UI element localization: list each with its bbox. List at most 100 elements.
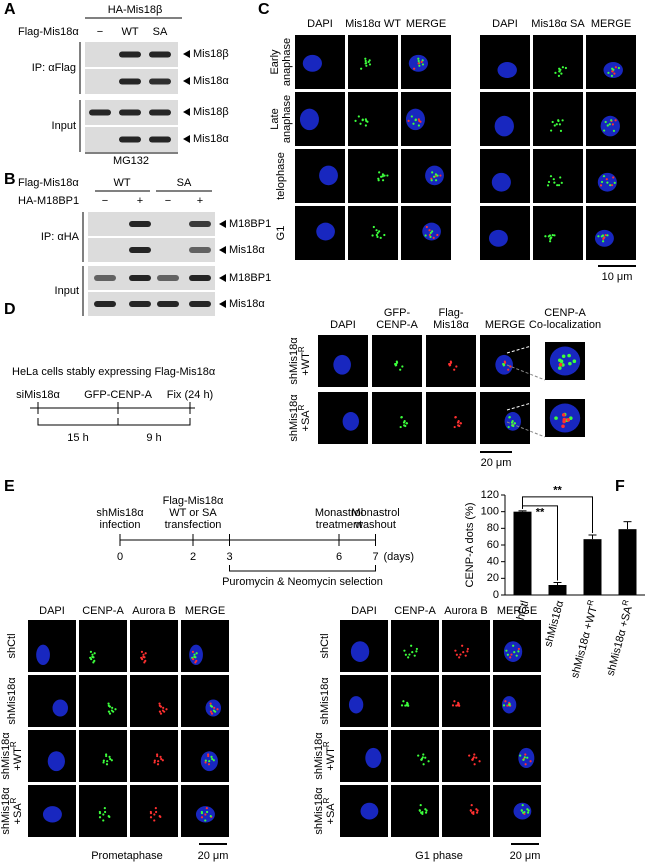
signal-dot (559, 129, 563, 132)
signal-dot (561, 354, 566, 359)
band (157, 301, 179, 307)
signal-dot (424, 756, 427, 759)
signal-dot (612, 68, 615, 71)
row-label-line: Late (269, 108, 281, 129)
signal-dot (509, 656, 512, 659)
signal-dot (504, 700, 507, 703)
signal-dot (191, 650, 195, 653)
signal-dot (550, 129, 553, 132)
signal-dot (204, 819, 207, 822)
signal-dot (421, 810, 424, 814)
signal-dot (503, 361, 507, 364)
row-label: HA-M18BP1 (18, 195, 79, 207)
nucleus (425, 165, 444, 186)
signal-dot (162, 706, 165, 709)
panel-label: B (4, 171, 16, 188)
micrograph (480, 392, 530, 444)
lane-label: + (197, 195, 203, 207)
signal-dot (144, 652, 147, 655)
lane-label: − (102, 195, 108, 207)
signal-dot (381, 173, 385, 176)
nucleus (491, 172, 511, 192)
band (129, 301, 151, 307)
signal-dot (553, 124, 556, 127)
signal-dot (604, 120, 607, 124)
signal-dot (609, 184, 612, 187)
micrograph (442, 620, 490, 672)
signal-dot (432, 236, 435, 239)
row-label: shMis18α (313, 787, 325, 835)
timeline-event: Fix (24 h) (167, 389, 213, 401)
row-label: shCtl (319, 633, 331, 658)
signal-dot (510, 421, 514, 424)
signal-dot (434, 173, 438, 176)
signal-dot (200, 812, 204, 815)
signal-dot (163, 710, 166, 713)
signal-dot (502, 364, 505, 367)
signal-dot (517, 650, 520, 653)
signal-dot (524, 753, 527, 756)
signal-dot (430, 179, 433, 182)
signal-dot (383, 174, 386, 177)
signal-dot (611, 123, 614, 126)
signal-dot (209, 710, 213, 713)
superscript: R (322, 797, 331, 803)
signal-dot (364, 59, 367, 63)
column-header: DAPI (330, 319, 356, 331)
nucleus (52, 699, 69, 717)
signal-dot (552, 178, 555, 181)
panel-label: D (4, 301, 16, 318)
signal-dot (508, 416, 511, 419)
signal-dot (205, 807, 208, 810)
timeline-event: siMis18α (16, 389, 60, 401)
signal-dot (425, 225, 428, 229)
column-header: Aurora B (444, 605, 487, 617)
signal-dot (105, 753, 108, 756)
superscript: R (620, 598, 630, 606)
band (189, 275, 211, 281)
row-label: Early (269, 49, 281, 75)
row-label: shMis18α (288, 337, 300, 385)
column-header: DAPI (307, 18, 333, 30)
x-tick-label: shMis18α +SAR (602, 598, 636, 677)
significance-label: ** (553, 485, 562, 497)
column-header: DAPI (351, 605, 377, 617)
row-label-line: shMis18α (313, 787, 325, 835)
micrograph (130, 620, 178, 672)
interval-label: 9 h (146, 432, 161, 444)
signal-dot (559, 176, 562, 179)
signal-dot (526, 811, 530, 814)
nucleus (488, 229, 508, 247)
row-label: shMis18α (0, 787, 12, 835)
signal-dot (112, 710, 115, 713)
signal-dot (381, 179, 385, 182)
row-label: anaphase (281, 95, 293, 143)
signal-dot (453, 425, 456, 429)
signal-dot (110, 759, 113, 762)
column-header: MERGE (485, 319, 525, 331)
nucleus (302, 54, 322, 72)
lane-label: WT (121, 26, 138, 38)
column-header: CENP-A (394, 605, 436, 617)
row-label-line: shMis18α (0, 787, 12, 835)
signal-dot (383, 233, 386, 237)
signal-dot (507, 368, 510, 371)
signal-dot (107, 710, 111, 713)
signal-dot (612, 176, 615, 179)
band (189, 221, 211, 227)
row-label-line: +WT (12, 747, 24, 771)
y-tick-label: 120 (481, 489, 499, 501)
signal-dot (420, 60, 423, 64)
row-label-line: shMis18α (0, 732, 12, 780)
y-tick-label: 40 (487, 556, 499, 568)
signal-dot (424, 811, 428, 814)
row-label-line: telophase (275, 152, 287, 200)
signal-dot (475, 808, 478, 811)
signal-dot (470, 804, 473, 807)
signal-dot (420, 758, 423, 761)
row-label: +SAR (9, 797, 24, 824)
signal-dot (364, 124, 367, 127)
signal-dot (108, 755, 111, 758)
signal-dot (405, 422, 409, 425)
signal-dot (377, 179, 380, 182)
